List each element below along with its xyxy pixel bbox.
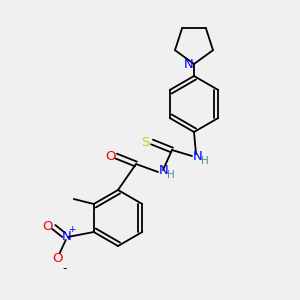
Text: S: S	[141, 136, 149, 148]
Text: N: N	[62, 230, 72, 244]
Text: N: N	[184, 58, 194, 71]
Text: H: H	[201, 156, 209, 166]
Text: N: N	[159, 164, 169, 178]
Text: -: -	[63, 262, 67, 275]
Text: O: O	[43, 220, 53, 233]
Text: +: +	[68, 224, 76, 233]
Text: O: O	[52, 251, 63, 265]
Text: N: N	[193, 149, 203, 163]
Text: O: O	[105, 149, 115, 163]
Text: H: H	[167, 170, 175, 180]
